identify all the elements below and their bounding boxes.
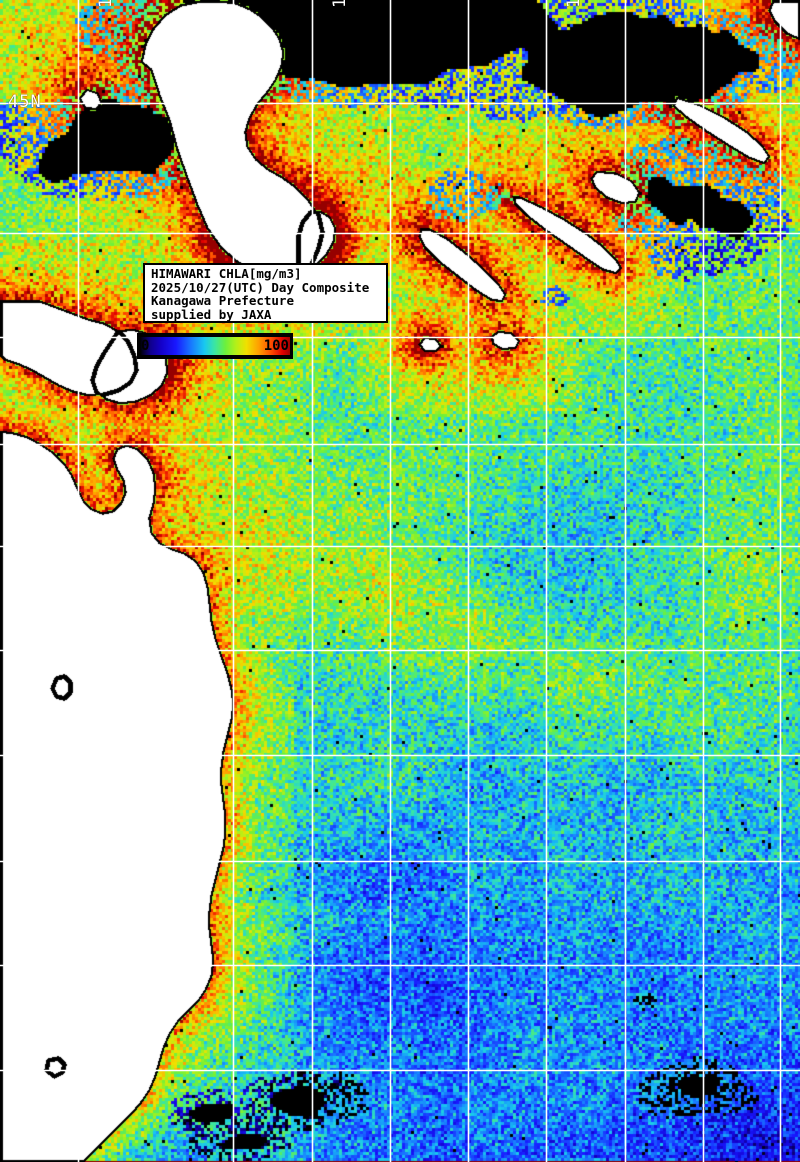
longitude-label-147e: 147E xyxy=(564,0,584,8)
legend-box: HIMAWARI CHLA[mg/m3] 2025/10/27(UTC) Day… xyxy=(143,263,388,323)
colorbar-max-label: 100 xyxy=(263,338,289,354)
colorbar-min-label: 0 xyxy=(141,338,150,354)
longitude-label-144e: 144E xyxy=(330,0,350,8)
legend-date: 2025/10/27(UTC) Day Composite xyxy=(151,279,370,295)
colorbar-gradient: 0 100 xyxy=(140,337,290,355)
legend-region: Kanagawa Prefecture xyxy=(151,293,294,309)
longitude-label-141e: 141E xyxy=(96,0,116,8)
colorbar: 0 100 xyxy=(137,333,293,359)
legend-title: HIMAWARI CHLA[mg/m3] xyxy=(151,266,302,281)
legend-credit: supplied by JAXA xyxy=(151,306,272,322)
latitude-label-45n: 45N xyxy=(8,92,42,112)
